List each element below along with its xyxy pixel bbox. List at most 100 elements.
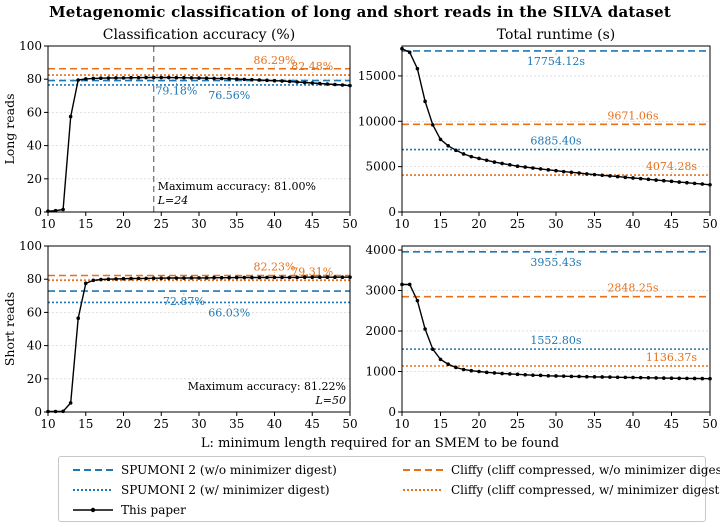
max-accuracy-L-note: L=24	[157, 194, 189, 207]
x-tick-label: 10	[394, 217, 409, 231]
x-tick-label: 35	[229, 217, 244, 231]
reference-label: 4074.28s	[646, 160, 697, 173]
x-tick-label: 50	[342, 417, 357, 431]
data-point	[68, 401, 73, 405]
max-accuracy-note: Maximum accuracy: 81.00%	[158, 180, 316, 193]
data-point	[182, 75, 186, 80]
reference-label: 1136.37s	[646, 351, 697, 364]
data-point	[91, 278, 96, 283]
y-tick-label: 0	[388, 405, 396, 419]
data-point	[600, 173, 604, 178]
data-point	[569, 374, 574, 379]
legend-this-paper: This paper	[73, 503, 186, 517]
y-tick-label: 60	[27, 305, 42, 319]
legend-spumoni-digest: SPUMONI 2 (w/ minimizer digest)	[73, 483, 330, 497]
data-point	[646, 375, 651, 380]
reference-label: 1552.80s	[530, 334, 581, 347]
data-point	[546, 168, 551, 172]
data-point	[340, 83, 345, 87]
data-point	[508, 163, 512, 167]
data-point	[461, 152, 466, 156]
data-point	[654, 376, 658, 380]
data-point	[129, 276, 133, 281]
legend-swatch-spumoni-no-digest	[73, 469, 113, 471]
data-point	[159, 75, 164, 80]
data-point	[577, 374, 581, 379]
data-point	[654, 178, 658, 182]
y-tick-label: 1000	[365, 365, 396, 379]
data-point	[469, 154, 474, 159]
x-tick-label: 20	[471, 417, 486, 431]
x-tick-label: 50	[702, 217, 717, 231]
reference-label: 79.31%	[291, 265, 333, 278]
data-point	[477, 156, 481, 161]
max-accuracy-L-note: L=50	[314, 394, 346, 407]
data-point	[608, 174, 612, 178]
data-point	[600, 375, 604, 379]
data-point	[91, 76, 96, 81]
x-tick-label: 15	[78, 417, 93, 431]
data-point	[61, 207, 65, 212]
data-point	[677, 376, 681, 381]
data-point	[219, 76, 224, 81]
data-point	[407, 282, 412, 287]
data-point	[531, 373, 535, 377]
data-point	[631, 176, 635, 180]
data-point	[554, 168, 558, 173]
x-tick-label: 25	[154, 417, 169, 431]
data-point	[76, 78, 80, 82]
reference-label: 3955.43s	[530, 256, 581, 269]
data-point	[685, 376, 689, 381]
data-point	[492, 160, 497, 164]
legend-label: SPUMONI 2 (w/o minimizer digest)	[121, 463, 337, 477]
data-point	[197, 76, 201, 80]
axes-frame	[401, 45, 711, 213]
data-point	[106, 277, 111, 282]
data-point	[638, 375, 643, 380]
data-point	[446, 143, 451, 148]
y-tick-label: 20	[27, 372, 42, 386]
x-tick-label: 50	[702, 417, 717, 431]
reference-label: 82.23%	[254, 260, 296, 273]
data-point	[554, 374, 558, 378]
x-tick-label: 50	[342, 217, 357, 231]
y-tick-label: 100	[19, 39, 42, 53]
legend-label: This paper	[121, 503, 186, 517]
data-point	[151, 75, 156, 80]
max-accuracy-note: Maximum accuracy: 81.22%	[188, 380, 346, 393]
x-tick-label: 30	[191, 417, 206, 431]
data-point	[531, 166, 535, 170]
data-point	[662, 376, 666, 380]
data-point	[438, 357, 443, 362]
data-point	[662, 178, 666, 183]
x-tick-label: 10	[40, 217, 55, 231]
data-point	[272, 78, 277, 83]
data-point	[538, 167, 543, 171]
data-point	[454, 365, 458, 370]
data-point	[484, 158, 489, 163]
panel-rt_short: 3955.43s 2848.25s 1552.80s 1136.37s 10 15 20 25…	[365, 243, 717, 431]
x-tick-label: 35	[587, 217, 602, 231]
data-point	[646, 177, 651, 182]
legend: SPUMONI 2 (w/o minimizer digest) Cliffy …	[58, 456, 720, 522]
data-point	[423, 99, 427, 104]
x-tick-label: 10	[394, 417, 409, 431]
y-tick-label: 80	[27, 72, 42, 86]
legend-swatch-this-paper	[73, 507, 113, 513]
data-point	[415, 66, 420, 71]
data-point	[325, 82, 330, 86]
data-point	[477, 369, 481, 374]
x-tick-label: 20	[116, 217, 131, 231]
y-tick-label: 4000	[365, 243, 396, 257]
data-point	[234, 77, 239, 81]
data-point	[159, 276, 164, 281]
data-point	[287, 275, 292, 280]
data-point	[515, 372, 520, 377]
y-tick-label: 40	[27, 139, 42, 153]
row-label: Short reads	[2, 292, 17, 366]
data-point	[692, 181, 697, 186]
shared-x-label: L: minimum length required for an SMEM t…	[201, 436, 559, 451]
panel-acc_short: 82.23%79.31% 72.87%66.03% 10 15 20 25 30 35 40 45…	[2, 239, 358, 431]
reference-label: 82.48%	[291, 60, 333, 73]
